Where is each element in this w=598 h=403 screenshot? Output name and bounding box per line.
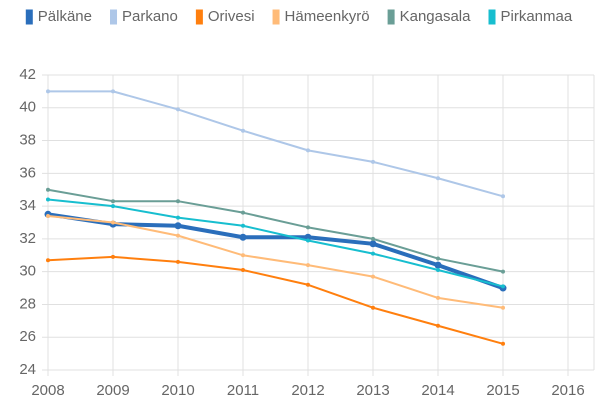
data-point bbox=[46, 258, 50, 263]
series-line bbox=[47, 188, 504, 273]
data-point bbox=[111, 254, 115, 259]
legend-item[interactable]: Hämeenkyrö bbox=[272, 8, 370, 25]
data-point bbox=[111, 204, 115, 209]
data-point bbox=[371, 236, 375, 241]
data-point bbox=[239, 233, 247, 241]
legend-item[interactable]: Orivesi bbox=[195, 8, 255, 25]
x-tick-label: 2014 bbox=[421, 382, 454, 399]
series-line bbox=[48, 90, 504, 198]
y-tick-label: 32 bbox=[19, 230, 36, 247]
y-tick-label: 30 bbox=[19, 263, 36, 280]
x-tick-label: 2009 bbox=[96, 382, 129, 399]
data-point bbox=[176, 199, 180, 204]
data-point bbox=[436, 295, 440, 300]
data-point bbox=[46, 89, 50, 94]
data-point bbox=[241, 253, 245, 258]
data-point bbox=[241, 128, 245, 133]
data-point bbox=[434, 261, 442, 269]
data-point bbox=[371, 159, 375, 164]
legend-swatch bbox=[195, 9, 203, 25]
legend-swatch bbox=[488, 9, 496, 25]
data-point bbox=[46, 187, 50, 192]
y-tick-label: 34 bbox=[19, 197, 36, 214]
legend-item[interactable]: Kangasala bbox=[387, 8, 472, 25]
data-point bbox=[111, 220, 115, 225]
data-point bbox=[371, 305, 375, 310]
data-point bbox=[501, 341, 505, 346]
data-point bbox=[46, 213, 50, 218]
data-point bbox=[176, 107, 180, 112]
data-point bbox=[306, 148, 310, 153]
data-point bbox=[436, 268, 440, 273]
data-point bbox=[306, 225, 310, 230]
legend-swatch bbox=[272, 9, 280, 25]
data-point bbox=[176, 233, 180, 238]
x-tick-label: 2008 bbox=[31, 382, 64, 399]
x-tick-label: 2015 bbox=[486, 382, 519, 399]
x-tick-label: 2010 bbox=[161, 382, 194, 399]
legend-label: Kangasala bbox=[400, 8, 472, 25]
legend-swatch bbox=[387, 9, 395, 25]
data-point bbox=[501, 305, 505, 310]
data-point bbox=[501, 194, 505, 199]
y-tick-label: 24 bbox=[19, 361, 36, 378]
data-point bbox=[176, 215, 180, 220]
y-tick-label: 26 bbox=[19, 328, 36, 345]
data-point bbox=[436, 256, 440, 261]
y-tick-label: 38 bbox=[19, 132, 36, 149]
data-point bbox=[111, 199, 115, 204]
data-point bbox=[241, 223, 245, 228]
legend-item[interactable]: Pirkanmaa bbox=[488, 8, 573, 25]
series-line bbox=[47, 198, 504, 288]
legend-label: Parkano bbox=[122, 8, 178, 25]
data-point bbox=[174, 222, 182, 230]
x-tick-label: 2011 bbox=[227, 382, 259, 399]
y-tick-label: 28 bbox=[19, 295, 36, 312]
data-point bbox=[371, 274, 375, 279]
x-tick-label: 2013 bbox=[356, 382, 389, 399]
legend-swatch bbox=[25, 9, 33, 25]
legend-swatch bbox=[110, 9, 118, 25]
series-line bbox=[47, 255, 504, 345]
data-point bbox=[501, 269, 505, 274]
legend-label: Pälkäne bbox=[38, 8, 92, 25]
series-line bbox=[47, 214, 504, 309]
data-point bbox=[176, 259, 180, 264]
y-tick-label: 40 bbox=[19, 99, 36, 116]
data-point bbox=[306, 263, 310, 268]
y-tick-label: 42 bbox=[19, 66, 36, 83]
data-point bbox=[371, 251, 375, 256]
data-point bbox=[501, 284, 505, 289]
legend-item[interactable]: Parkano bbox=[110, 8, 178, 25]
x-tick-label: 2016 bbox=[551, 382, 584, 399]
x-tick-label: 2012 bbox=[291, 382, 324, 399]
legend-label: Orivesi bbox=[208, 8, 255, 25]
data-point bbox=[306, 282, 310, 287]
legend-item[interactable]: Pälkäne bbox=[25, 8, 92, 25]
legend-label: Pirkanmaa bbox=[501, 8, 573, 25]
data-point bbox=[306, 238, 310, 243]
data-point bbox=[46, 197, 50, 202]
data-point bbox=[436, 323, 440, 328]
legend-label: Hämeenkyrö bbox=[285, 8, 370, 25]
data-point bbox=[304, 233, 312, 241]
data-point bbox=[241, 210, 245, 215]
data-point bbox=[369, 240, 377, 248]
data-point bbox=[241, 268, 245, 273]
data-point bbox=[436, 176, 440, 181]
y-tick-label: 36 bbox=[19, 164, 36, 181]
data-point bbox=[111, 89, 115, 94]
